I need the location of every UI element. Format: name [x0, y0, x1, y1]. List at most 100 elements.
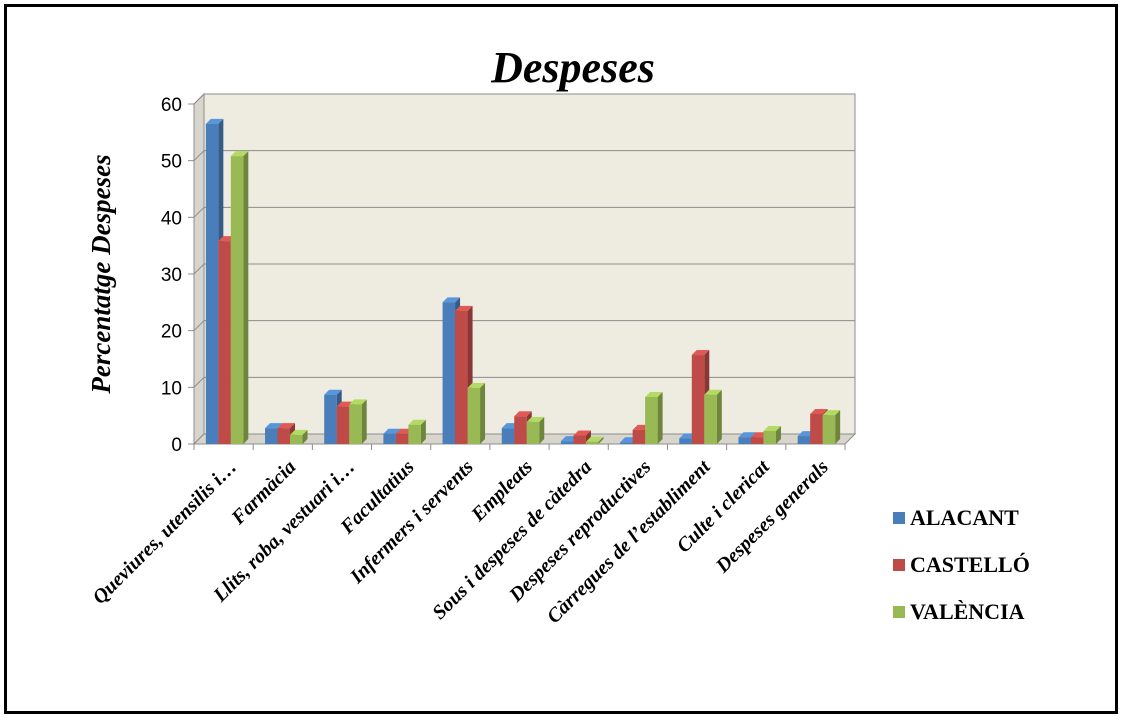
bar-front [336, 406, 350, 444]
bar [704, 389, 722, 444]
bar [763, 425, 781, 444]
bar-front [573, 435, 586, 444]
bar-front [218, 241, 231, 444]
legend-entry: VALÈNCIA [893, 599, 1025, 624]
bar-side [716, 389, 722, 444]
legend-swatch [893, 606, 905, 618]
bar-top [763, 425, 781, 431]
bar-top [704, 389, 722, 395]
gridline [193, 376, 855, 388]
bar-front [822, 415, 836, 444]
bar-front [290, 434, 303, 444]
x-tick-label: Despeses generals [711, 456, 833, 578]
bar-top [205, 118, 224, 124]
legend-label: VALÈNCIA [910, 599, 1025, 624]
bar-side [835, 410, 841, 444]
bar-side [539, 416, 545, 444]
bar-top [514, 411, 532, 417]
bar-front [763, 430, 776, 444]
bar-side [420, 419, 426, 444]
chart-title: Despeses [490, 43, 655, 92]
legend: ALACANT CASTELLÓ VALÈNCIA [893, 505, 1030, 624]
bar-top [265, 423, 283, 429]
bar-front [408, 424, 421, 444]
bar-front [277, 428, 291, 444]
bar-side [657, 391, 663, 444]
y-tick-label: 50 [161, 152, 182, 173]
bar-top [277, 423, 296, 429]
bar-top [691, 350, 710, 356]
bar-front [750, 437, 764, 444]
bar-front [455, 310, 468, 444]
bar [526, 416, 545, 444]
bar-front [560, 441, 574, 444]
bar-side [480, 382, 486, 444]
bar-top [290, 429, 308, 435]
bar-top [526, 416, 545, 422]
bar-side [361, 399, 367, 444]
bar-front [514, 416, 527, 444]
bar [645, 391, 663, 444]
bar [349, 399, 367, 444]
y-tick-label: 20 [161, 322, 182, 343]
bar-front [691, 355, 705, 444]
y-tick-label: 30 [161, 265, 182, 286]
bar-top [442, 297, 461, 303]
bar-side [302, 429, 308, 444]
bar-front [324, 394, 337, 444]
bar-top [408, 419, 426, 425]
bar-top [230, 151, 249, 157]
y-tick-label: 60 [161, 95, 182, 116]
bar [230, 151, 249, 444]
bar-front [810, 413, 823, 444]
bar [585, 436, 604, 444]
bar-side [598, 436, 604, 444]
legend-swatch [893, 559, 905, 571]
legend-entry: CASTELLÓ [893, 552, 1030, 577]
bar-front [467, 387, 481, 444]
bar-top [810, 408, 828, 414]
bar-front [349, 404, 362, 444]
bar-front [738, 437, 751, 444]
bar-top [738, 432, 756, 438]
bar-front [585, 441, 599, 444]
bar-top [573, 430, 591, 436]
bar-front [395, 433, 409, 444]
bar-side [775, 425, 781, 444]
bar-front [704, 394, 717, 444]
bar-front [797, 436, 811, 444]
y-tick-label: 0 [171, 435, 182, 456]
bar [822, 410, 841, 444]
bar [467, 382, 486, 444]
bar-front [526, 421, 540, 444]
bar-front [679, 438, 692, 444]
bar-front [501, 428, 515, 444]
bar-top [467, 382, 486, 388]
bar-top [455, 305, 473, 311]
y-axis-label: Percentatge Despeses [86, 154, 116, 394]
gridline [193, 93, 855, 105]
bar-front [265, 428, 278, 444]
legend-label: CASTELLÓ [910, 552, 1030, 577]
bar-front [230, 156, 244, 444]
bar-top [822, 410, 841, 416]
legend-swatch [893, 512, 905, 524]
bar [408, 419, 426, 444]
gridline [193, 206, 855, 218]
legend-entry: ALACANT [893, 505, 1019, 530]
bar-side [243, 151, 249, 444]
gridline [193, 150, 855, 162]
bar [290, 429, 308, 444]
bar-front [620, 442, 633, 444]
bar-front [383, 433, 396, 444]
chart-frame: Despeses Percentatge Despeses 0 10 20 30 40 5… [4, 4, 1118, 714]
y-tick-label: 10 [161, 378, 182, 399]
bar-top [645, 391, 663, 397]
bar-front [205, 123, 219, 444]
bar-top [324, 389, 342, 395]
bar-top [585, 436, 604, 442]
bar-front [632, 429, 646, 444]
bar-top [383, 428, 401, 434]
legend-label: ALACANT [910, 505, 1019, 530]
